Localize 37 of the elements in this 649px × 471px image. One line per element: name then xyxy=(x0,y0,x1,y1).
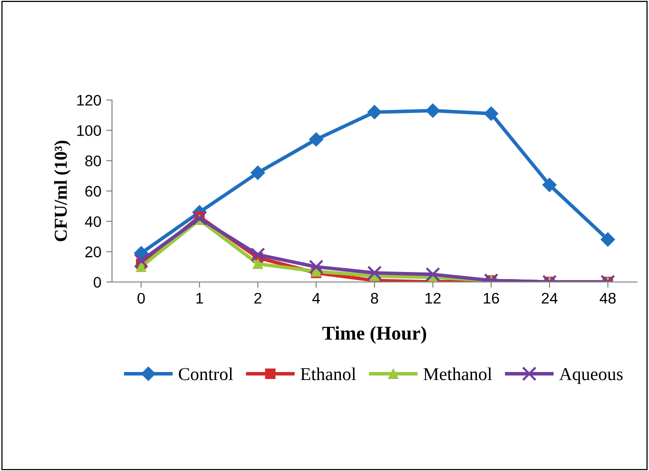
y-tick-label: 120 xyxy=(77,94,101,106)
point xyxy=(484,106,498,121)
point xyxy=(192,211,207,226)
point xyxy=(367,104,382,120)
point xyxy=(367,266,382,280)
x-tick-label: 1 xyxy=(196,292,204,304)
point xyxy=(136,262,146,272)
x-tick-label: 12 xyxy=(426,292,441,304)
x-tick-label: 0 xyxy=(138,292,145,304)
y-tick-label: 40 xyxy=(84,216,101,228)
legend-label: Methanol xyxy=(424,368,492,380)
y-tick-label: 100 xyxy=(77,125,101,136)
y-tick-label: 20 xyxy=(85,246,101,258)
point xyxy=(308,260,324,274)
point xyxy=(426,103,440,118)
point xyxy=(308,132,324,147)
y-tick-label: 80 xyxy=(85,156,101,166)
x-tick-label: 8 xyxy=(370,292,378,304)
legend-label: Aqueous xyxy=(559,368,623,384)
x-tick-label: 4 xyxy=(312,292,320,304)
x-tick-label: 16 xyxy=(484,292,499,304)
x-axis-title: Time (Hour) xyxy=(322,326,426,344)
x-tick-label: 48 xyxy=(600,292,616,304)
legend-label: Control xyxy=(178,368,233,380)
y-tick-label: 0 xyxy=(94,276,101,288)
legend-label: Ethanol xyxy=(300,368,356,380)
x-tick-label: 24 xyxy=(542,292,558,304)
point xyxy=(252,258,264,270)
point xyxy=(250,247,266,262)
point xyxy=(542,178,557,192)
y-tick-label: 60 xyxy=(85,186,101,197)
point xyxy=(134,253,148,268)
point xyxy=(250,166,266,180)
point xyxy=(426,267,440,282)
point xyxy=(600,232,616,247)
x-tick-label: 2 xyxy=(254,292,262,304)
y-axis-title: CFU/ml (10³) xyxy=(54,140,71,242)
